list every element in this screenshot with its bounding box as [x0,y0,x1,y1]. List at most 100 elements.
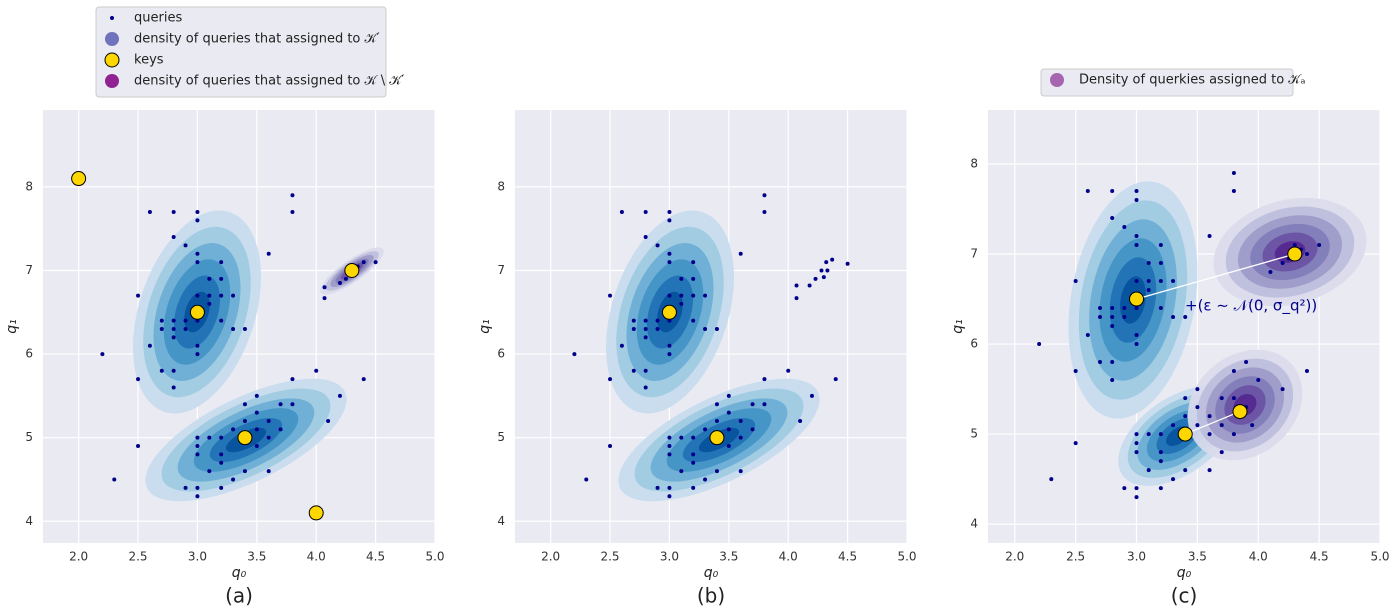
query-point [738,251,743,256]
query-point [1183,396,1188,401]
x-tick-label: 2.0 [1005,550,1024,564]
query-point [762,193,767,198]
query-point [726,393,731,398]
query-point [714,469,719,474]
query-point [136,444,141,449]
query-point [219,435,224,440]
query-point [1134,234,1139,239]
query-point [219,276,224,281]
y-tick-label: 5 [497,430,505,444]
query-point [691,276,696,281]
query-point [1122,315,1127,320]
legend-label: density of queries that assigned to 𝒦 \ … [134,74,404,89]
y-tick-label: 4 [25,514,33,528]
query-point [1256,378,1261,383]
query-point [1317,243,1322,248]
query-point [762,209,767,214]
query-point [1134,333,1139,338]
query-point [1073,369,1078,374]
query-point [679,276,684,281]
query-point [619,209,624,214]
query-point [219,318,224,323]
query-point [1231,189,1236,194]
query-point [667,293,672,298]
query-point [679,469,684,474]
legend-label: queries [134,11,182,26]
query-point [1195,423,1200,428]
query-point [207,435,212,440]
query-point [242,469,247,474]
query-point [195,260,200,265]
key-point [344,262,360,278]
x-tick-label: 2.0 [69,550,88,564]
query-point [1134,342,1139,347]
query-point [322,296,327,301]
query-point [266,418,271,423]
query-point [1122,306,1127,311]
shift-arrow [1184,410,1241,435]
y-axis-label: q₁ [4,319,20,334]
query-point [195,494,200,499]
key-point [709,430,725,446]
query-point [147,209,152,214]
legend-box [95,6,387,98]
query-point [343,276,348,281]
query-point [1134,495,1139,500]
query-point [1195,387,1200,392]
y-tick-label: 4 [497,514,505,528]
query-point [667,209,672,214]
query-point [159,318,164,323]
legend: queries density of queries that assigned … [95,6,404,98]
x-tick-label: 3.5 [247,550,266,564]
query-point [337,281,342,286]
legend-marker [105,74,119,88]
query-point [159,368,164,373]
y-tick-label: 5 [25,430,33,444]
legend-label: density of queries that assigned to 𝒦′ [134,32,380,47]
query-point [1158,432,1163,437]
query-point [691,435,696,440]
query-point [100,352,105,357]
query-point [195,251,200,256]
x-tick-label: 3.0 [1127,550,1146,564]
query-point [219,452,224,457]
query-point [195,444,200,449]
y-tick-label: 7 [970,247,978,261]
query-point [726,427,731,432]
query-point [691,460,696,465]
query-point [1231,369,1236,374]
query-point [171,368,176,373]
shift-arrow [1136,253,1295,300]
query-point [195,485,200,490]
density-contours [1068,181,1367,486]
query-point [833,377,838,382]
query-point [183,243,188,248]
query-point [171,327,176,332]
query-point [703,293,708,298]
query-point [643,335,648,340]
query-point [195,209,200,214]
query-point [1134,486,1139,491]
query-point [1183,414,1188,419]
query-point [1110,315,1115,320]
query-point [171,385,176,390]
query-point [1268,270,1273,275]
query-point [1146,468,1151,473]
query-point [290,402,295,407]
query-point [738,418,743,423]
query-point [807,283,812,288]
query-point [726,444,731,449]
query-point [254,393,259,398]
query-point [809,393,814,398]
query-point [608,444,613,449]
query-point [1085,189,1090,194]
query-point [798,418,803,423]
query-point [1219,396,1224,401]
query-point [1292,243,1297,248]
query-point [750,402,755,407]
query-point [1110,306,1115,311]
query-point [136,377,141,382]
query-point [254,427,259,432]
query-point [738,435,743,440]
query-point [171,335,176,340]
